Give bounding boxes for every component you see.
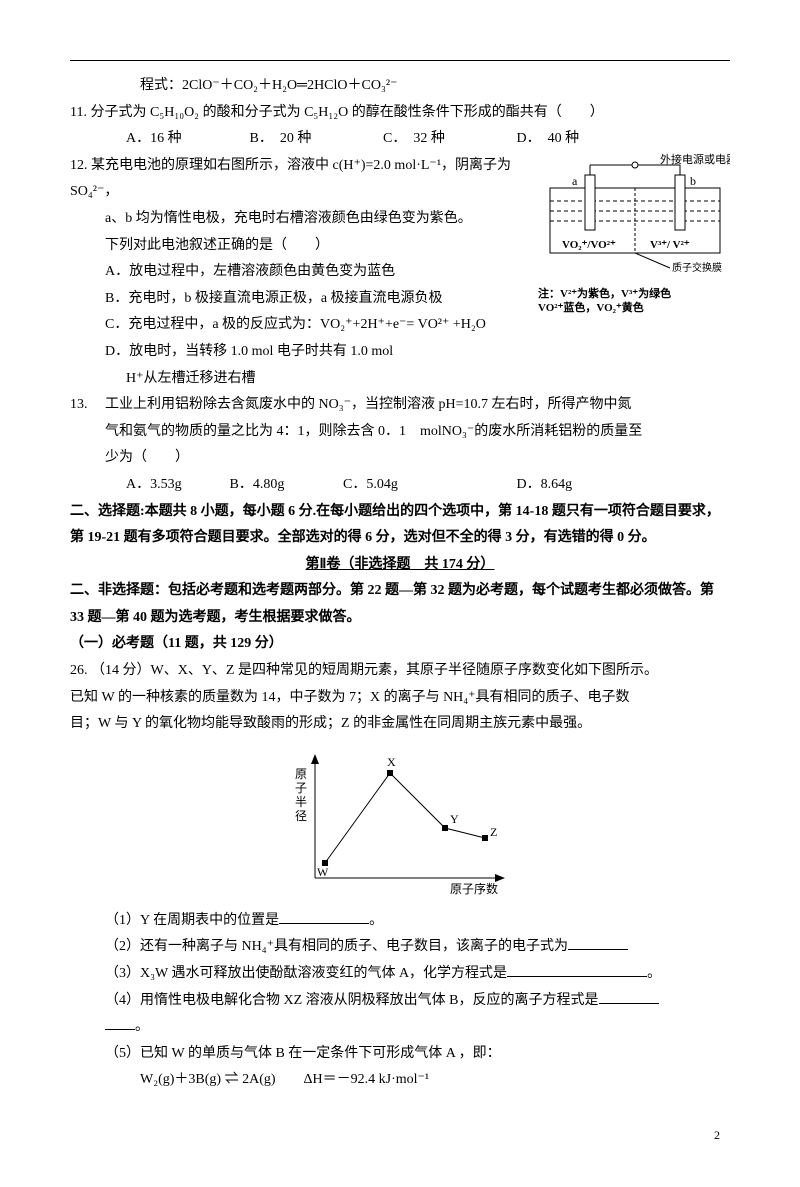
q13: 13. 工业上利用铝粉除去含氮废水中的 NO₃⁻，当控制溶液 pH=10.7 左… — [70, 392, 730, 419]
q26-sub5-l1: （5）已知 W 的单质与气体 B 在一定条件下可形成气体 A ，即： — [70, 1041, 730, 1068]
q26-sub4: （4）用惰性电极电解化合物 XZ 溶液从阴极释放出气体 B，反应的离子方程式是 — [70, 988, 730, 1015]
blank-1 — [279, 909, 369, 924]
q11-opt-a: A．16 种 — [126, 126, 246, 153]
q11: 11. 分子式为 C₅H₁₀O₂ 的酸和分子式为 C₅H₁₂O 的醇在酸性条件下… — [70, 100, 730, 127]
chart-pt-x: X — [387, 755, 396, 769]
diagram-note: 注：V²⁺为紫色，V³⁺为绿色 VO²⁺蓝色，VO₂⁺黄色 — [530, 287, 730, 316]
q26-num: 26. — [70, 663, 88, 678]
q11-num: 11. — [70, 105, 87, 120]
q12-diagram: 外接电源或电器 a b VO₂⁺/VO²⁺ V³⁺/ V²⁺ 质子交换膜 注：V… — [530, 153, 730, 392]
q13-l3: 少为（ ） — [70, 445, 730, 472]
q11-opt-c: C． 32 种 — [383, 126, 513, 153]
electrode-a-label: a — [572, 174, 578, 188]
q26-sub4-end: 。 — [70, 1014, 730, 1041]
q12-opt-c: C．充电过程中，a 极的反应式为：VO₂⁺+2H⁺+e⁻= VO²⁺ +H₂O — [70, 312, 522, 339]
battery-diagram-svg: 外接电源或电器 a b VO₂⁺/VO²⁺ V³⁺/ V²⁺ 质子交换膜 — [530, 153, 730, 283]
q13-l2: 气和氨气的物质的量之比为 4：1，则除去含 0．1 molNO₃⁻的废水所消耗铝… — [70, 419, 730, 446]
q13-num: 13. — [70, 397, 88, 412]
part2-title: 第Ⅱ卷（非选择题 共 174 分） — [70, 552, 730, 579]
q11-text: 分子式为 C₅H₁₀O₂ 的酸和分子式为 C₅H₁₂O 的醇在酸性条件下形成的酯… — [90, 105, 603, 120]
q13-opt-c: C．5.04g — [343, 472, 513, 499]
blank-2 — [568, 935, 628, 950]
left-cell-label: VO₂⁺/VO²⁺ — [562, 239, 616, 251]
q12-l2: a、b 均为惰性电极，充电时右槽溶液颜色由绿色变为紫色。 — [70, 206, 522, 233]
q26-p2: 目；W 与 Y 的氧化物均能导致酸雨的形成；Z 的非金属性在同周期主族元素中最强… — [70, 711, 730, 738]
q13-options: A．3.53g B．4.80g C．5.04g D．8.64g — [70, 472, 730, 499]
diagram-top-label: 外接电源或电器 — [660, 153, 730, 166]
q26-p1: 已知 W 的一种核素的质量数为 14，中子数为 7；X 的离子与 NH₄⁺具有相… — [70, 685, 730, 712]
top-equation: 程式：2ClO⁻＋CO₂＋H₂O═2HClO＋CO₃²⁻ — [70, 73, 730, 100]
blank-4 — [599, 989, 659, 1004]
blank-4b — [105, 1015, 135, 1030]
chart-pt-y: Y — [450, 812, 459, 826]
q12: 12. 某充电电池的原理如右图所示，溶液中 c(H⁺)=2.0 mol·L⁻¹，… — [70, 153, 730, 392]
q13-opt-d: D．8.64g — [517, 472, 617, 499]
q13-opt-b: B．4.80g — [230, 472, 340, 499]
q26-chart-svg: 原 子 半 径 原子序数 W X Y Z — [285, 748, 515, 898]
chart-xlabel: 原子序数 — [450, 881, 498, 896]
chart-pt-z: Z — [490, 825, 497, 839]
membrane-label: 质子交换膜 — [672, 261, 722, 274]
q13-opt-a: A．3.53g — [126, 472, 226, 499]
q12-opt-a: A．放电过程中，左槽溶液颜色由黄色变为蓝色 — [70, 259, 522, 286]
q12-l3: 下列对此电池叙述正确的是（ ） — [70, 233, 522, 260]
page-number: 2 — [70, 1124, 730, 1147]
q12-text: 某充电电池的原理如右图所示，溶液中 c(H⁺)=2.0 mol·L⁻¹，阴离子为… — [70, 158, 511, 200]
svg-text:子: 子 — [295, 781, 307, 795]
q26-sub1: （1）Y 在周期表中的位置是。 — [70, 908, 730, 935]
chart-ylabel: 原 — [295, 767, 307, 781]
q11-opt-b: B． 20 种 — [250, 126, 380, 153]
q12-stem: 12. 某充电电池的原理如右图所示，溶液中 c(H⁺)=2.0 mol·L⁻¹，… — [70, 153, 522, 392]
blank-3 — [507, 962, 647, 977]
right-cell-label: V³⁺/ V²⁺ — [650, 239, 690, 251]
q26-chart: 原 子 半 径 原子序数 W X Y Z — [285, 748, 515, 898]
q26-sub3: （3）X₃W 遇水可释放出使酚酞溶液变红的气体 A，化学方程式是。 — [70, 961, 730, 988]
electrode-b-label: b — [690, 174, 696, 188]
svg-text:径: 径 — [295, 809, 307, 823]
q26-text: （14 分）W、X、Y、Z 是四种常见的短周期元素，其原子半径随原子序数变化如下… — [91, 663, 658, 678]
q12-opt-b: B．充电时，b 极接直流电源正极，a 极接直流电源负极 — [70, 286, 522, 313]
required-title: （一）必考题（11 题，共 129 分） — [70, 631, 730, 658]
q12-num: 12. — [70, 158, 88, 173]
q11-options: A．16 种 B． 20 种 C． 32 种 D． 40 种 — [70, 126, 730, 153]
q26-sub2: （2）还有一种离子与 NH₄⁺具有相同的质子、电子数目，该离子的电子式为 — [70, 934, 730, 961]
q13-l1: 工业上利用铝粉除去含氮废水中的 NO₃⁻，当控制溶液 pH=10.7 左右时，所… — [91, 397, 632, 412]
section2-title: 二、选择题:本题共 8 小题，每小题 6 分.在每小题给出的四个选项中，第 14… — [70, 499, 730, 552]
q12-opt-d1: D．放电时，当转移 1.0 mol 电子时共有 1.0 mol — [70, 339, 522, 366]
chart-pt-w: W — [317, 865, 329, 879]
q11-opt-d: D． 40 种 — [517, 126, 637, 153]
top-rule — [70, 60, 730, 61]
q12-opt-d2: H⁺从左槽迁移进右槽 — [70, 366, 522, 393]
q26-sub5-l2: W₂(g)＋3B(g) ⇌ 2A(g) ΔH＝－92.4 kJ·mol⁻¹ — [70, 1067, 730, 1094]
q26: 26. （14 分）W、X、Y、Z 是四种常见的短周期元素，其原子半径随原子序数… — [70, 658, 730, 685]
nonselect-title: 二、非选择题：包括必考题和选考题两部分。第 22 题—第 32 题为必考题，每个… — [70, 578, 730, 631]
svg-text:半: 半 — [295, 795, 307, 809]
